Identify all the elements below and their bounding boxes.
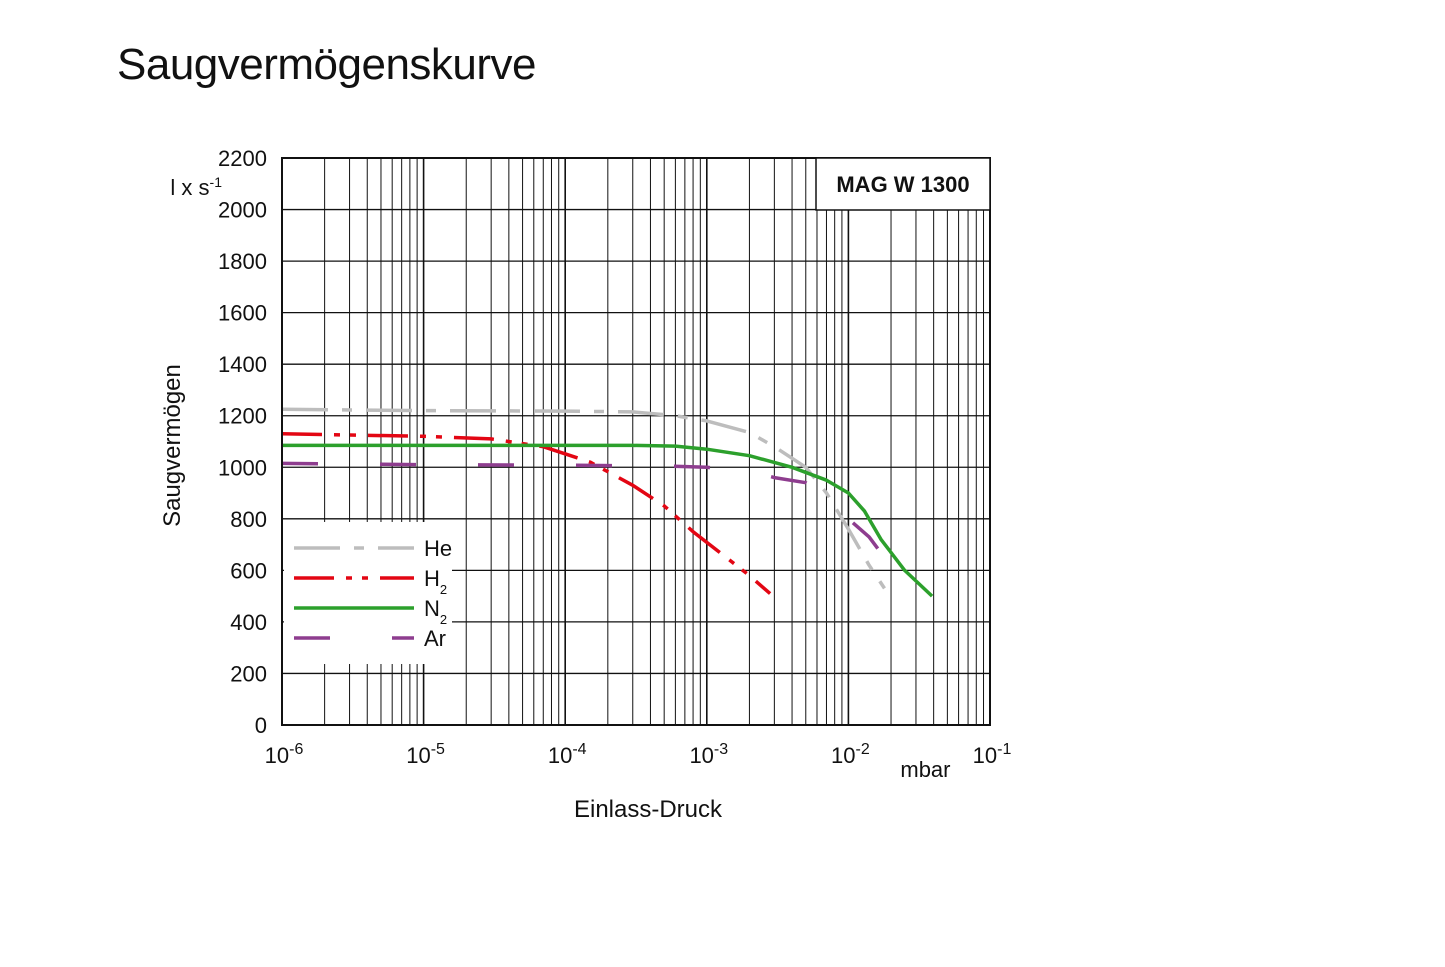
plot-frame [281, 157, 991, 726]
series-line-n2 [282, 443, 934, 598]
y-axis-unit: l x s-1 [170, 174, 222, 200]
y-tick-label: 600 [230, 558, 267, 583]
y-tick-label: 400 [230, 610, 267, 635]
chart-series [281, 407, 934, 598]
y-tick-label: 800 [230, 507, 267, 532]
y-tick-label: 1200 [218, 404, 267, 429]
y-tick-label: 200 [230, 661, 267, 686]
y-tick-label: 1600 [218, 301, 267, 326]
x-tick-label: 10-1 [973, 741, 1012, 768]
model-label-box: MAG W 1300 [815, 157, 991, 211]
y-tick-label: 2000 [218, 198, 267, 223]
y-tick-label: 0 [255, 713, 267, 738]
x-tick-label: 10-3 [689, 741, 728, 768]
page-title: Saugvermögenskurve [117, 40, 537, 89]
legend-box [284, 522, 452, 664]
legend-label: He [424, 536, 452, 561]
y-tick-label: 2200 [218, 146, 267, 171]
x-tick-label: 10-2 [831, 741, 870, 768]
y-tick-label: 1400 [218, 352, 267, 377]
y-axis-label: Saugvermögen [159, 364, 186, 527]
legend-label: Ar [424, 626, 446, 651]
x-tick-label: 10-6 [265, 741, 304, 768]
series-line-h2 [281, 432, 772, 595]
y-tick-label: 1800 [218, 249, 267, 274]
y-axis-ticks: 0 200 400 600 800 1000 1200 1400 1600 1800 2000 220… [218, 146, 267, 738]
x-axis-unit: mbar [900, 757, 950, 782]
x-axis-ticks: 10-6 10-5 10-4 10-3 10-2 10-1 [265, 741, 1012, 768]
model-label: MAG W 1300 [836, 172, 969, 197]
y-tick-label: 1000 [218, 455, 267, 480]
series-line-he [281, 407, 886, 590]
chart-grid [281, 157, 990, 726]
x-tick-label: 10-4 [548, 741, 587, 768]
x-axis-label: Einlass-Druck [574, 796, 723, 823]
x-tick-label: 10-5 [406, 741, 445, 768]
legend-label: H2 [424, 566, 447, 597]
legend-label: N2 [424, 596, 447, 627]
